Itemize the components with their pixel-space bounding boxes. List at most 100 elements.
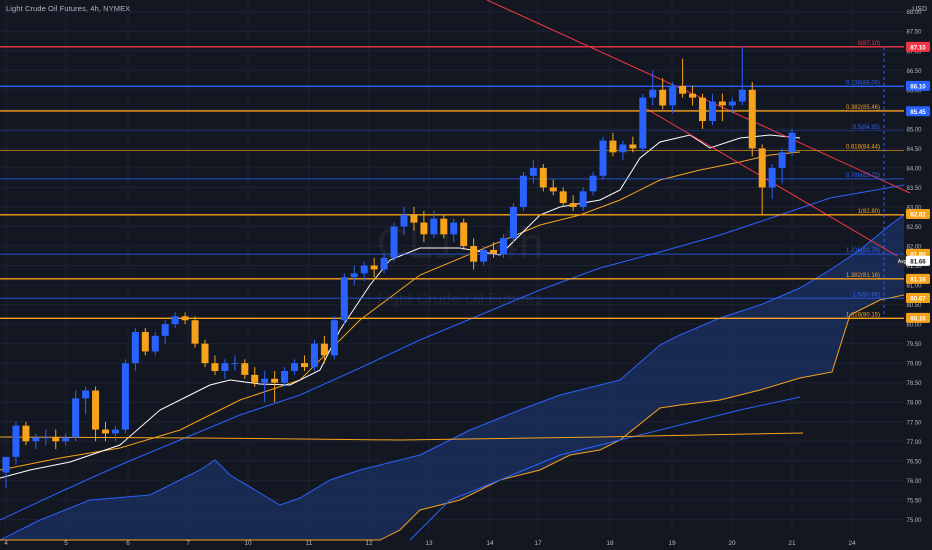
price-tick-label: 86.50 xyxy=(906,69,922,75)
candle-body xyxy=(450,222,458,235)
time-tick-label: 12 xyxy=(365,540,373,547)
time-tick-label: 20 xyxy=(728,540,736,547)
avg-tag-bg xyxy=(897,254,907,267)
price-tick-label: 76.00 xyxy=(906,479,922,485)
candle-body xyxy=(62,437,70,442)
fib-label: 0.382(85.46) xyxy=(846,105,880,111)
price-tick-label: 83.50 xyxy=(906,186,922,192)
price-tick-label: 83.00 xyxy=(906,205,922,211)
candle-body xyxy=(201,343,209,364)
fib-label: 0.786(83.72) xyxy=(846,173,880,179)
candle-body xyxy=(211,363,219,371)
candle-body xyxy=(679,85,687,94)
candle-body xyxy=(440,218,448,235)
candle-body xyxy=(92,390,100,430)
candle-body xyxy=(629,144,637,149)
candle-body xyxy=(559,191,567,204)
price-tick-label: 84.00 xyxy=(906,166,922,172)
price-tick-label: 81.50 xyxy=(906,264,922,270)
price-tick-label: 78.00 xyxy=(906,401,922,407)
price-tick-label: 75.50 xyxy=(906,498,922,504)
price-tag xyxy=(906,41,930,52)
candle-body xyxy=(569,203,577,207)
fib-label: 1.382(81.16) xyxy=(846,273,880,279)
time-tick-label: 14 xyxy=(486,540,494,547)
price-tick-label: 77.00 xyxy=(906,440,922,446)
candle-body xyxy=(718,101,726,106)
avg-tag-label: Avg xyxy=(898,259,907,265)
candle-body xyxy=(400,214,408,227)
candle-body xyxy=(72,398,80,438)
price-tag xyxy=(906,273,930,284)
time-tick-label: 13 xyxy=(425,540,433,547)
price-tick-label: 79.50 xyxy=(906,342,922,348)
price-axis[interactable]: 75.00 75.50 76.00 76.50 77.00 77.50 78.00 78.50… xyxy=(906,10,922,524)
candle-body xyxy=(619,144,627,153)
candle-body xyxy=(12,425,20,457)
candle-body xyxy=(151,335,159,352)
price-tag-label: 80.67 xyxy=(910,295,926,302)
candle-body xyxy=(52,437,60,442)
candle-body xyxy=(32,437,40,442)
candle-body xyxy=(360,265,368,274)
price-tick-label: 86.00 xyxy=(906,88,922,94)
candle-body xyxy=(539,167,547,188)
candle-body xyxy=(330,320,338,356)
candle-body xyxy=(689,93,697,98)
price-tick-label: 77.50 xyxy=(906,420,922,426)
candle-body xyxy=(778,152,786,168)
fib-label: 1.5(80.66) xyxy=(853,292,880,298)
price-tag-label: 81.16 xyxy=(910,276,926,283)
candle-body xyxy=(161,324,169,336)
candle-body xyxy=(509,206,517,239)
price-tick-label: 80.00 xyxy=(906,323,922,329)
ma-blue-line xyxy=(0,184,905,521)
candle-body xyxy=(111,429,119,434)
price-tag xyxy=(906,292,930,303)
time-tick-label: 21 xyxy=(788,540,796,547)
time-tick-label: 17 xyxy=(534,540,542,547)
candle-body xyxy=(291,363,299,371)
candle-body xyxy=(221,363,229,371)
fib-label: 0(87.10) xyxy=(858,41,880,47)
candle-body xyxy=(758,148,766,188)
candle-body xyxy=(370,265,378,270)
price-tick-label: 84.50 xyxy=(906,147,922,153)
time-tick-label: 5 xyxy=(64,540,68,547)
candle-body xyxy=(410,214,418,223)
time-axis[interactable]: 4 5 6 7 10 11 12 13 14 17 18 19 20 21 24 xyxy=(4,540,856,547)
price-tag xyxy=(906,80,930,91)
candle-body xyxy=(699,97,706,122)
price-tag xyxy=(906,209,930,219)
fib-label: 1(82.80) xyxy=(858,209,880,215)
candle-body xyxy=(609,140,617,153)
candle-body xyxy=(191,320,199,344)
candle-body xyxy=(141,331,149,352)
price-tag xyxy=(906,106,930,117)
tenkan-line xyxy=(0,134,801,479)
price-tick-label: 82.00 xyxy=(906,245,922,251)
candle-body xyxy=(310,343,318,368)
price-tag-label: 87.10 xyxy=(910,44,926,51)
fibonacci-levels[interactable]: 0(87.10) 0.236(86.09) 0.382(85.46) 0.5(84.9… xyxy=(0,41,904,319)
candle-body xyxy=(251,374,259,383)
candle-body xyxy=(301,363,308,368)
candle-body xyxy=(380,257,388,270)
cloud-span-a xyxy=(0,214,905,541)
chart-title: Light Crude Oil Futures, 4h, NYMEX xyxy=(6,4,131,13)
candlesticks xyxy=(2,46,796,489)
candle-body xyxy=(529,167,537,176)
watermark-name: Light Crude Oil Futures xyxy=(377,291,542,308)
candle-body xyxy=(519,175,527,207)
time-tick-label: 18 xyxy=(606,540,614,547)
price-tag-label: 81.80 xyxy=(910,251,926,258)
price-tag-label: 85.45 xyxy=(910,109,926,116)
channel-upper-line xyxy=(486,0,911,194)
price-tick-label: 79.00 xyxy=(906,362,922,368)
candle-body xyxy=(181,316,189,321)
candle-body xyxy=(669,85,677,106)
candle-body xyxy=(748,89,756,149)
fib-label: 1.618(80.15) xyxy=(846,312,880,318)
candle-body xyxy=(738,89,746,102)
